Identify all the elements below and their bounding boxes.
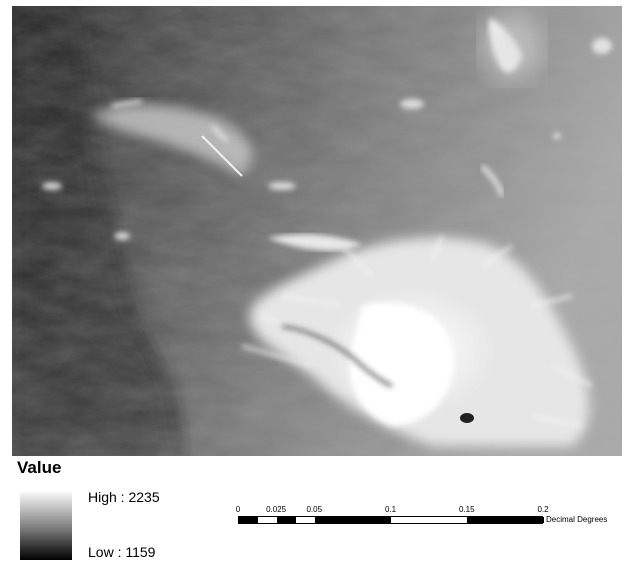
legend-high-label: High : 2235 <box>88 489 160 505</box>
scale-segment <box>391 517 467 523</box>
scale-tick-label: 0 <box>235 505 241 514</box>
scale-segment <box>239 517 258 523</box>
legend-title: Value <box>17 458 62 477</box>
elevation-raster-map <box>12 6 622 456</box>
scale-tick-label: 0.025 <box>266 505 287 514</box>
scale-tick-label: 0.2 <box>537 505 549 514</box>
scale-segment <box>258 517 277 523</box>
scale-segment <box>315 517 391 523</box>
legend-low-label: Low : 1159 <box>88 544 156 560</box>
scale-tick-label: 0.15 <box>458 505 475 514</box>
elevation-raster-image <box>12 6 622 456</box>
scale-segment <box>277 517 296 523</box>
legend-color-ramp <box>20 490 72 560</box>
scale-tick-label: 0.1 <box>384 505 397 514</box>
scale-segment <box>467 517 544 523</box>
scale-tick-label: 0.05 <box>306 505 323 514</box>
scale-bar <box>238 516 544 524</box>
scale-units-label: Decimal Degrees <box>546 515 608 524</box>
scale-segment <box>296 517 315 523</box>
